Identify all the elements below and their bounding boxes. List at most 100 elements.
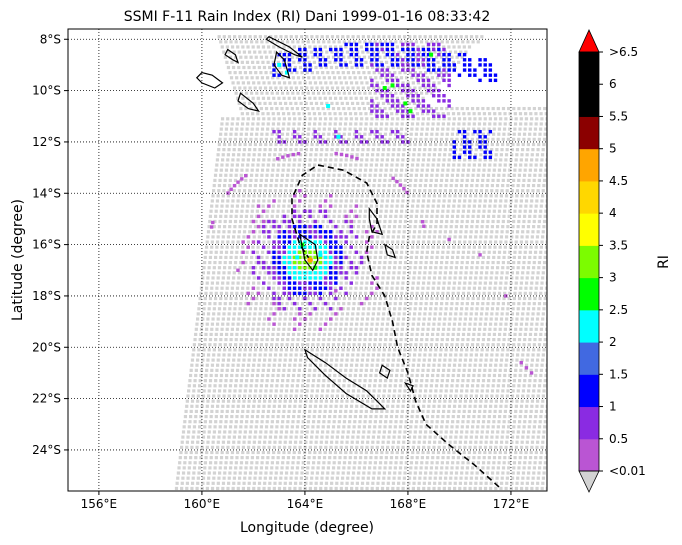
swath-pixel (292, 96, 296, 100)
swath-pixel (342, 379, 347, 383)
swath-pixel (221, 358, 225, 362)
swath-pixel (253, 50, 257, 54)
swath-pixel (441, 168, 445, 172)
swath-pixel (453, 235, 457, 239)
swath-pixel (236, 404, 240, 408)
swath-pixel (305, 142, 309, 147)
swath-pixel (418, 183, 422, 188)
swath-pixel (311, 420, 316, 424)
swath-pixel (241, 96, 245, 100)
swath-pixel (282, 409, 286, 414)
swath-pixel (398, 55, 403, 59)
swath-pixel (275, 173, 279, 177)
swath-pixel (206, 230, 211, 234)
swath-pixel (493, 286, 497, 290)
swath-pixel (529, 245, 533, 249)
swath-pixel (538, 255, 542, 260)
swath-pixel (259, 106, 264, 111)
swath-pixel (400, 209, 404, 213)
swath-pixel (252, 399, 256, 403)
swath-pixel (500, 271, 504, 275)
swath-pixel (407, 358, 411, 362)
swath-pixel (478, 409, 482, 414)
swath-pixel (311, 137, 315, 141)
swath-pixel (430, 168, 435, 172)
swath-pixel (284, 101, 288, 106)
swath-pixel (277, 204, 281, 208)
swath-pixel (533, 296, 537, 301)
swath-pixel (383, 255, 388, 260)
swath-pixel (387, 271, 391, 275)
swath-pixel (289, 142, 294, 147)
swath-pixel (193, 420, 197, 424)
swath-pixel (351, 312, 355, 316)
swath-pixel (270, 132, 274, 136)
swath-pixel (533, 255, 537, 260)
swath-pixel (269, 307, 273, 311)
swath-pixel (230, 414, 234, 419)
swath-pixel (404, 132, 408, 136)
swath-pixel (364, 286, 368, 290)
swath-pixel (548, 261, 551, 264)
swath-pixel (365, 363, 369, 367)
swath-pixel (376, 194, 380, 198)
swath-pixel (282, 322, 287, 326)
swath-pixel (504, 158, 508, 162)
swath-pixel (421, 286, 425, 290)
swath-pixel (483, 163, 487, 167)
swath-pixel (497, 332, 502, 337)
swath-pixel (227, 312, 231, 316)
swath-pixel (399, 132, 403, 136)
swath-pixel (237, 276, 241, 280)
swath-pixel (381, 65, 385, 70)
swath-pixel (244, 132, 249, 136)
swath-pixel (541, 148, 545, 152)
swath-pixel (535, 158, 539, 162)
swath-pixel (357, 106, 361, 111)
swath-pixel (300, 430, 304, 434)
swath-pixel (390, 163, 394, 167)
swath-pixel (414, 40, 419, 44)
swath-pixel (408, 225, 412, 229)
swath-pixel (354, 112, 358, 116)
swath-pixel (217, 266, 222, 270)
swath-pixel (503, 122, 507, 126)
swath-pixel (410, 163, 415, 167)
swath-pixel (405, 60, 409, 64)
swath-pixel (490, 148, 494, 152)
swath-pixel (418, 307, 422, 311)
swath-pixel (202, 266, 206, 270)
swath-pixel (375, 81, 379, 85)
swath-pixel (207, 266, 211, 270)
swath-pixel (405, 245, 410, 249)
swath-pixel (492, 379, 496, 383)
swath-pixel (270, 260, 274, 265)
swath-pixel (236, 45, 240, 49)
swath-pixel (374, 373, 378, 378)
swath-pixel (259, 430, 263, 434)
swath-pixel (398, 178, 402, 183)
swath-pixel (310, 225, 314, 229)
swath-pixel (449, 389, 453, 393)
swath-pixel (332, 420, 336, 424)
swath-pixel (533, 173, 537, 177)
swath-pixel (270, 337, 274, 342)
swath-pixel (304, 358, 308, 362)
swath-pixel (510, 276, 514, 280)
swath-pixel (328, 368, 332, 372)
swath-pixel (269, 35, 273, 39)
swath-pixel (219, 209, 223, 213)
swath-pixel (201, 394, 206, 398)
swath-pixel (194, 409, 198, 414)
swath-pixel (194, 327, 198, 331)
swath-pixel (416, 240, 420, 244)
swath-pixel (259, 384, 263, 388)
swath-pixel (524, 245, 528, 249)
swath-pixel (399, 40, 403, 44)
swath-pixel (549, 338, 552, 341)
swath-pixel (227, 148, 231, 152)
swath-pixel (271, 127, 275, 131)
swath-pixel (353, 76, 357, 80)
swath-pixel (342, 132, 346, 136)
swath-pixel (314, 358, 318, 362)
